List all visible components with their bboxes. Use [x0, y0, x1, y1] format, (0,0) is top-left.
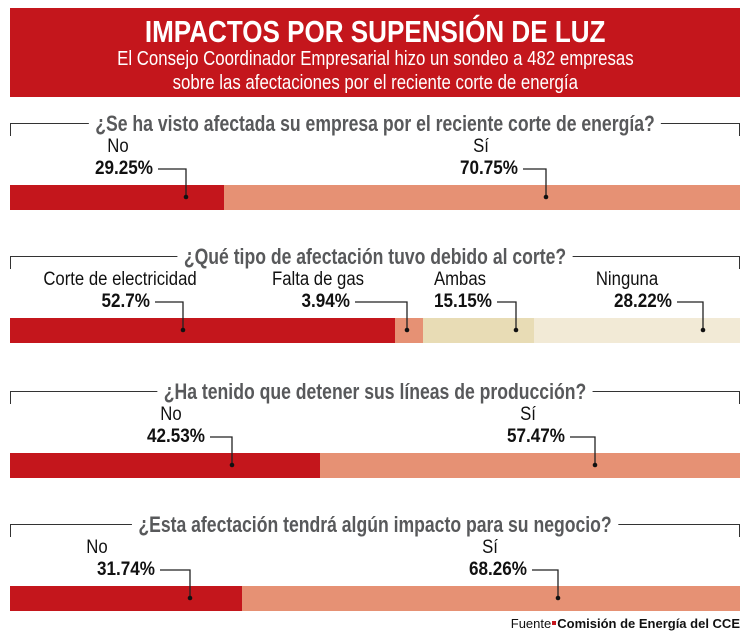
category-label: Sí: [482, 537, 498, 558]
bar-segment-ninguna: [534, 318, 740, 343]
category-label: Sí: [520, 404, 536, 425]
subtitle-line-2: sobre las afectaciones por el reciente c…: [172, 72, 578, 94]
value-label: 3.94%: [301, 291, 350, 312]
bar-segment-s-: [241, 586, 740, 611]
category-label: Ninguna: [595, 269, 659, 290]
bar-segment-s-: [223, 185, 740, 210]
category-label: Sí: [473, 136, 489, 157]
stacked-bar: [10, 318, 740, 343]
value-label: 52.7%: [101, 291, 150, 312]
value-label: 42.53%: [146, 426, 205, 447]
source-note: Fuente Comisión de Energía del CCE: [511, 616, 740, 631]
source-text: Comisión de Energía del CCE: [557, 616, 740, 631]
question-title: ¿Esta afectación tendrá algún impacto pa…: [131, 512, 619, 538]
page-title: IMPACTOS POR SUPENSIÓN DE LUZ: [144, 14, 606, 49]
bar-segment-ambas: [423, 318, 534, 343]
bar-segment-falta-de-gas: [394, 318, 424, 343]
category-label: No: [160, 404, 182, 425]
bar-segment-no: [10, 586, 242, 611]
header-banner: IMPACTOS POR SUPENSIÓN DE LUZ El Consejo…: [10, 8, 740, 97]
bar-segment-no: [10, 453, 321, 478]
stacked-bar: [10, 185, 740, 210]
bar-segment-no: [10, 185, 224, 210]
category-label: No: [107, 136, 129, 157]
source-label: Fuente: [510, 616, 552, 631]
subtitle-line-1: El Consejo Coordinador Empresarial hizo …: [116, 48, 634, 70]
category-label: No: [86, 537, 108, 558]
value-label: 70.75%: [459, 158, 518, 179]
stacked-bar: [10, 586, 740, 611]
value-label: 15.15%: [433, 291, 492, 312]
question-title: ¿Ha tenido que detener sus líneas de pro…: [157, 379, 593, 405]
category-label: Ambas: [433, 269, 487, 290]
value-label: 29.25%: [94, 158, 153, 179]
stacked-bar: [10, 453, 740, 478]
value-label: 28.22%: [613, 291, 672, 312]
question-title: ¿Qué tipo de afectación tuvo debido al c…: [177, 244, 573, 270]
bar-segment-corte-de-electricidad: [10, 318, 395, 343]
separator-dot: [552, 621, 557, 625]
value-label: 68.26%: [468, 559, 527, 580]
question-title: ¿Se ha visto afectada su empresa por el …: [88, 111, 662, 137]
value-label: 31.74%: [96, 559, 155, 580]
category-label: Falta de gas: [271, 269, 365, 290]
bar-segment-s-: [320, 453, 740, 478]
value-label: 57.47%: [506, 426, 565, 447]
category-label: Corte de electricidad: [43, 269, 197, 290]
